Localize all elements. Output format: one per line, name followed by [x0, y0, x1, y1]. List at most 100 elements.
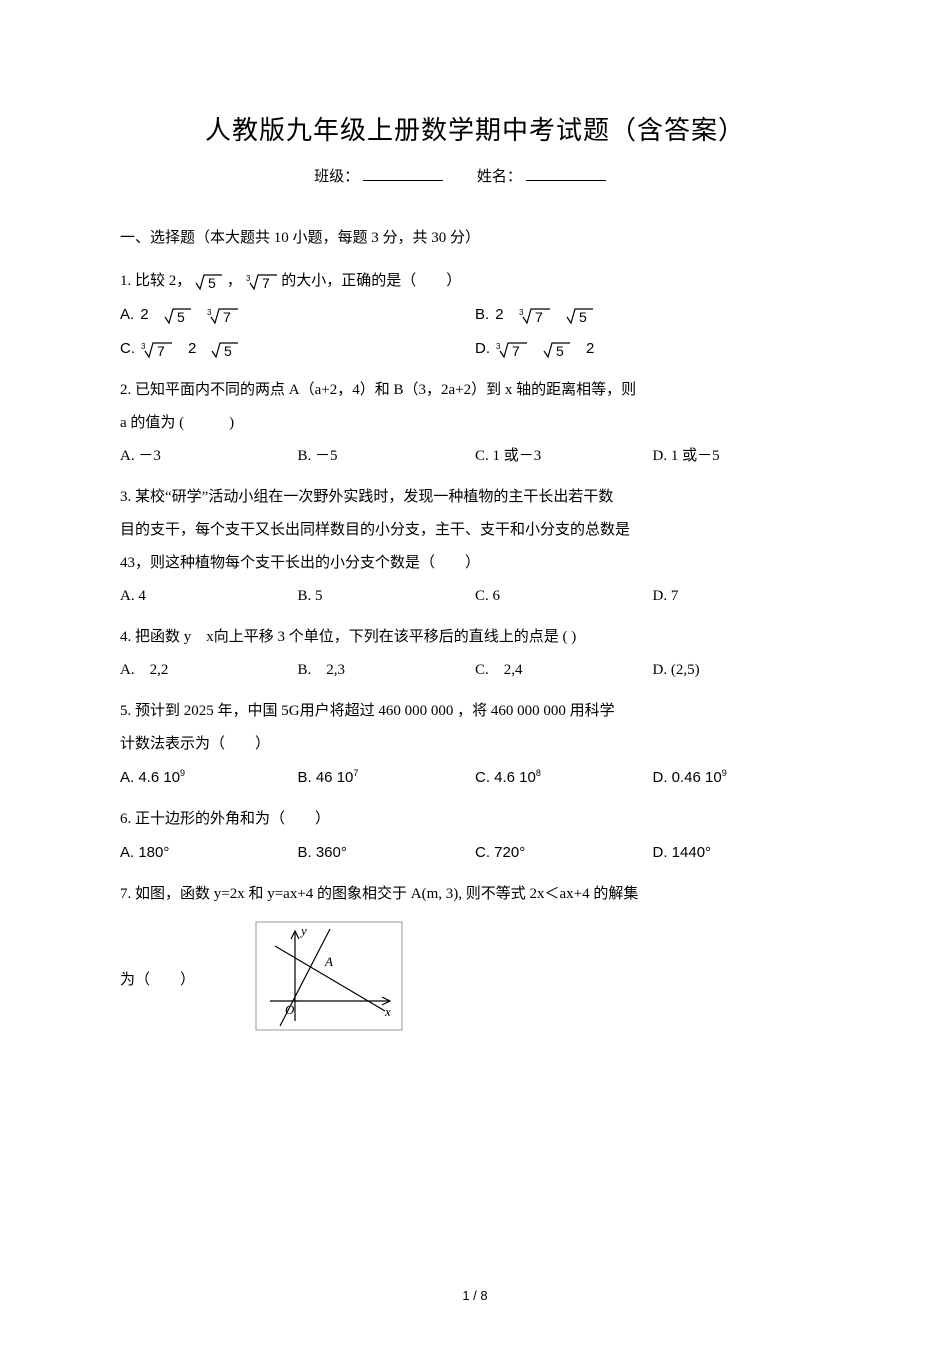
graph-a-label: A [324, 954, 333, 969]
graph-o-label: O [285, 1002, 295, 1017]
question-2: 2. 已知平面内不同的两点 A（a+2，4）和 B（3，2a+2）到 x 轴的距… [120, 374, 830, 440]
q1-opt-d: D.37 5 2 [475, 332, 830, 366]
q1-opts-row2: C.37 2 5 D.37 5 2 [120, 332, 830, 366]
q6-b-text: B. 360 [298, 844, 341, 861]
q2-opt-d: D. 1 或－5 [653, 440, 831, 473]
svg-text:5: 5 [177, 309, 185, 325]
svg-text:7: 7 [157, 343, 165, 359]
q6-c-text: C. 720 [475, 844, 519, 861]
svg-text:3: 3 [519, 308, 524, 317]
q2-opts: A. －3 B. －5 C. 1 或－3 D. 1 或－5 [120, 440, 830, 473]
sqrt5-icon: 5 [211, 341, 239, 359]
degree-icon: ° [163, 844, 169, 861]
q6-a-text: A. 180 [120, 844, 163, 861]
name-label: 姓名： [477, 169, 522, 185]
q1-a-label: A. [120, 306, 134, 323]
degree-icon: ° [519, 844, 525, 861]
q1-c-label: C. [120, 340, 135, 357]
cubrt7-icon: 37 [141, 341, 173, 359]
q5-opts: A. 4.6 109 B. 46 107 C. 4.6 108 D. 0.46 … [120, 761, 830, 795]
svg-text:5: 5 [579, 309, 587, 325]
page-title: 人教版九年级上册数学期中考试题（含答案） [120, 110, 830, 147]
q5-c-text: C. 4.6 10 [475, 769, 536, 786]
q3-opt-c: C. 6 [475, 580, 653, 613]
cubrt7-icon: 37 [496, 341, 528, 359]
cubrt7-icon: 37 [246, 273, 278, 291]
q7-line2: 为（ ） [120, 964, 195, 997]
blanks-row: 班级： 姓名： [120, 165, 830, 186]
q6-d-text: D. 1440 [653, 844, 706, 861]
q5-line2: 计数法表示为（ ） [120, 728, 830, 761]
q5-opt-b: B. 46 107 [298, 761, 476, 795]
q1-b-label: B. [475, 306, 489, 323]
q5-opt-a: A. 4.6 109 [120, 761, 298, 795]
degree-icon: ° [705, 844, 711, 861]
name-blank[interactable] [526, 165, 606, 181]
svg-text:3: 3 [496, 342, 501, 351]
cubrt7-icon: 37 [519, 307, 551, 325]
question-1: 1. 比较 2， 5 ， 37 的大小，正确的是（ ） [120, 265, 830, 298]
page-number: 1 / 8 [0, 1288, 950, 1303]
q4-opt-b: B. 2,3 [298, 654, 476, 687]
q1-d-label: D. [475, 340, 490, 357]
svg-text:7: 7 [262, 275, 270, 291]
sqrt5-icon: 5 [164, 307, 192, 325]
q4-opt-a: A. 2,2 [120, 654, 298, 687]
svg-text:7: 7 [535, 309, 543, 325]
svg-text:5: 5 [556, 343, 564, 359]
q3-opt-a: A. 4 [120, 580, 298, 613]
q6-opt-c: C. 720° [475, 836, 653, 870]
q2-line2: a 的值为 ( ) [120, 407, 830, 440]
q1-stem-b: ， [227, 273, 242, 289]
q6-opt-a: A. 180° [120, 836, 298, 870]
q2-opt-c: C. 1 或－3 [475, 440, 653, 473]
cubrt7-icon: 37 [207, 307, 239, 325]
q5-b-text: B. 46 10 [298, 769, 354, 786]
svg-text:5: 5 [224, 343, 232, 359]
q1-stem-a: 1. 比较 2， [120, 273, 191, 289]
q5-opt-c: C. 4.6 108 [475, 761, 653, 795]
svg-text:7: 7 [512, 343, 520, 359]
q3-opts: A. 4 B. 5 C. 6 D. 7 [120, 580, 830, 613]
question-6: 6. 正十边形的外角和为（ ） [120, 803, 830, 836]
sqrt5-icon: 5 [566, 307, 594, 325]
svg-text:3: 3 [246, 274, 251, 283]
degree-icon: ° [341, 844, 347, 861]
class-blank[interactable] [363, 165, 443, 181]
q2-line1: 2. 已知平面内不同的两点 A（a+2，4）和 B（3，2a+2）到 x 轴的距… [120, 374, 830, 407]
class-label: 班级： [314, 169, 359, 185]
q6-opt-b: B. 360° [298, 836, 476, 870]
svg-text:5: 5 [208, 275, 216, 291]
q3-opt-d: D. 7 [653, 580, 831, 613]
q5-opt-d: D. 0.46 109 [653, 761, 831, 795]
q1-opts-row1: A.2 5 37 B.2 37 5 [120, 298, 830, 332]
sqrt5-icon: 5 [543, 341, 571, 359]
question-4: 4. 把函数 y x向上平移 3 个单位，下列在该平移后的直线上的点是 ( ) [120, 621, 830, 654]
q5-a-text: A. 4.6 10 [120, 769, 180, 786]
q1-opt-c: C.37 2 5 [120, 332, 475, 366]
q5-line1: 5. 预计到 2025 年，中国 5G用户将超过 460 000 000 ，将 … [120, 695, 830, 728]
q3-line2: 目的支干，每个支干又长出同样数目的小分支，主干、支干和小分支的总数是 [120, 514, 830, 547]
q3-opt-b: B. 5 [298, 580, 476, 613]
q7-graph-icon: y x A O [255, 921, 403, 1031]
svg-text:3: 3 [141, 342, 146, 351]
section-heading: 一、选择题（本大题共 10 小题，每题 3 分，共 30 分） [120, 226, 830, 247]
q2-opt-a: A. －3 [120, 440, 298, 473]
q4-opt-c: C. 2,4 [475, 654, 653, 687]
question-5: 5. 预计到 2025 年，中国 5G用户将超过 460 000 000 ，将 … [120, 695, 830, 761]
question-7: 7. 如图，函数 y=2x 和 y=ax+4 的图象相交于 A(m, 3), 则… [120, 878, 830, 911]
q1-opt-b: B.2 37 5 [475, 298, 830, 332]
q5-b-exp: 7 [353, 768, 358, 778]
q4-opts: A. 2,2 B. 2,3 C. 2,4 D. (2,5) [120, 654, 830, 687]
sqrt5-icon: 5 [195, 273, 223, 291]
q6-opt-d: D. 1440° [653, 836, 831, 870]
q6-opts: A. 180° B. 360° C. 720° D. 1440° [120, 836, 830, 870]
question-3: 3. 某校“研学”活动小组在一次野外实践时，发现一种植物的主干长出若干数 目的支… [120, 481, 830, 580]
q3-line1: 3. 某校“研学”活动小组在一次野外实践时，发现一种植物的主干长出若干数 [120, 481, 830, 514]
graph-y-label: y [299, 923, 307, 938]
q3-line3: 43，则这种植物每个支干长出的小分支个数是（ ） [120, 547, 830, 580]
svg-text:7: 7 [223, 309, 231, 325]
q1-stem-c: 的大小，正确的是（ ） [281, 273, 461, 289]
q2-opt-b: B. －5 [298, 440, 476, 473]
q5-d-text: D. 0.46 10 [653, 769, 722, 786]
